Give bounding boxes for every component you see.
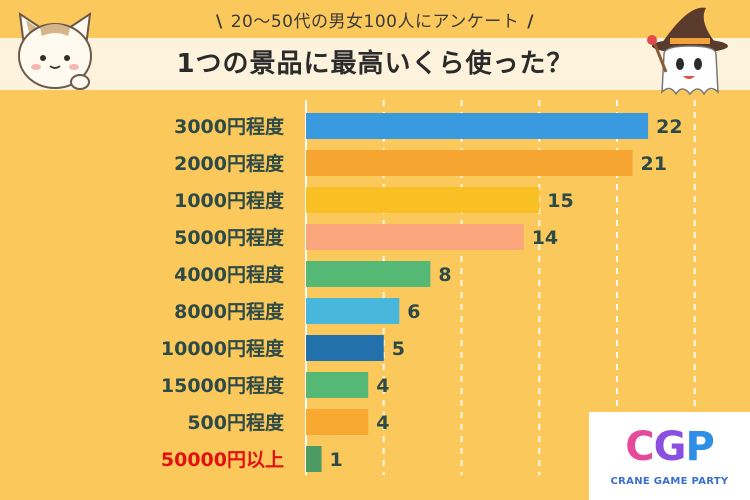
category-label: 8000円程度 xyxy=(174,300,285,323)
chart-title: 1つの景品に最高いくら使った？ xyxy=(176,49,574,79)
category-label: 10000円程度 xyxy=(161,337,285,360)
bar xyxy=(306,261,431,287)
category-label: 2000円程度 xyxy=(174,152,285,175)
value-label: 1 xyxy=(330,449,343,471)
bar xyxy=(306,224,524,250)
value-label: 5 xyxy=(392,338,405,360)
category-label: 1000円程度 xyxy=(174,189,285,212)
title-banner xyxy=(0,38,750,90)
cat-mascot-icon xyxy=(18,11,92,90)
value-label: 21 xyxy=(641,153,667,175)
value-label: 4 xyxy=(376,375,389,397)
subtitle-slash-left: \ xyxy=(216,12,223,32)
logo-letter-c: C xyxy=(625,424,654,470)
category-label: 500円程度 xyxy=(187,411,285,434)
cgp-logo: CGP CRANE GAME PARTY xyxy=(589,412,750,500)
value-label: 15 xyxy=(547,190,573,212)
subtitle-slash-right: / xyxy=(527,12,534,32)
ghost-witch-mascot-icon xyxy=(647,7,728,96)
bar xyxy=(306,446,322,472)
category-label: 15000円程度 xyxy=(161,374,285,397)
bar xyxy=(306,113,649,139)
bar xyxy=(306,372,369,398)
cgp-logo-letters: CGP xyxy=(589,424,750,470)
chart-subtitle: \ 20〜50代の男女100人にアンケート / xyxy=(0,8,750,36)
bar xyxy=(306,409,369,435)
category-label: 4000円程度 xyxy=(174,263,285,286)
bar xyxy=(306,298,400,324)
subtitle-text: 20〜50代の男女100人にアンケート xyxy=(230,12,520,32)
value-label: 8 xyxy=(438,264,451,286)
category-label: 5000円程度 xyxy=(174,226,285,249)
value-label: 6 xyxy=(407,301,420,323)
value-label: 22 xyxy=(656,116,682,138)
bar xyxy=(306,335,384,361)
logo-letter-p: P xyxy=(685,424,714,470)
bar xyxy=(306,150,633,176)
logo-subtext: CRANE GAME PARTY xyxy=(610,476,729,487)
value-label: 14 xyxy=(532,227,558,249)
value-label: 4 xyxy=(376,412,389,434)
logo-letter-g: G xyxy=(653,424,687,470)
category-label: 50000円以上 xyxy=(161,449,284,471)
category-label: 3000円程度 xyxy=(174,115,285,138)
bar xyxy=(306,187,540,213)
